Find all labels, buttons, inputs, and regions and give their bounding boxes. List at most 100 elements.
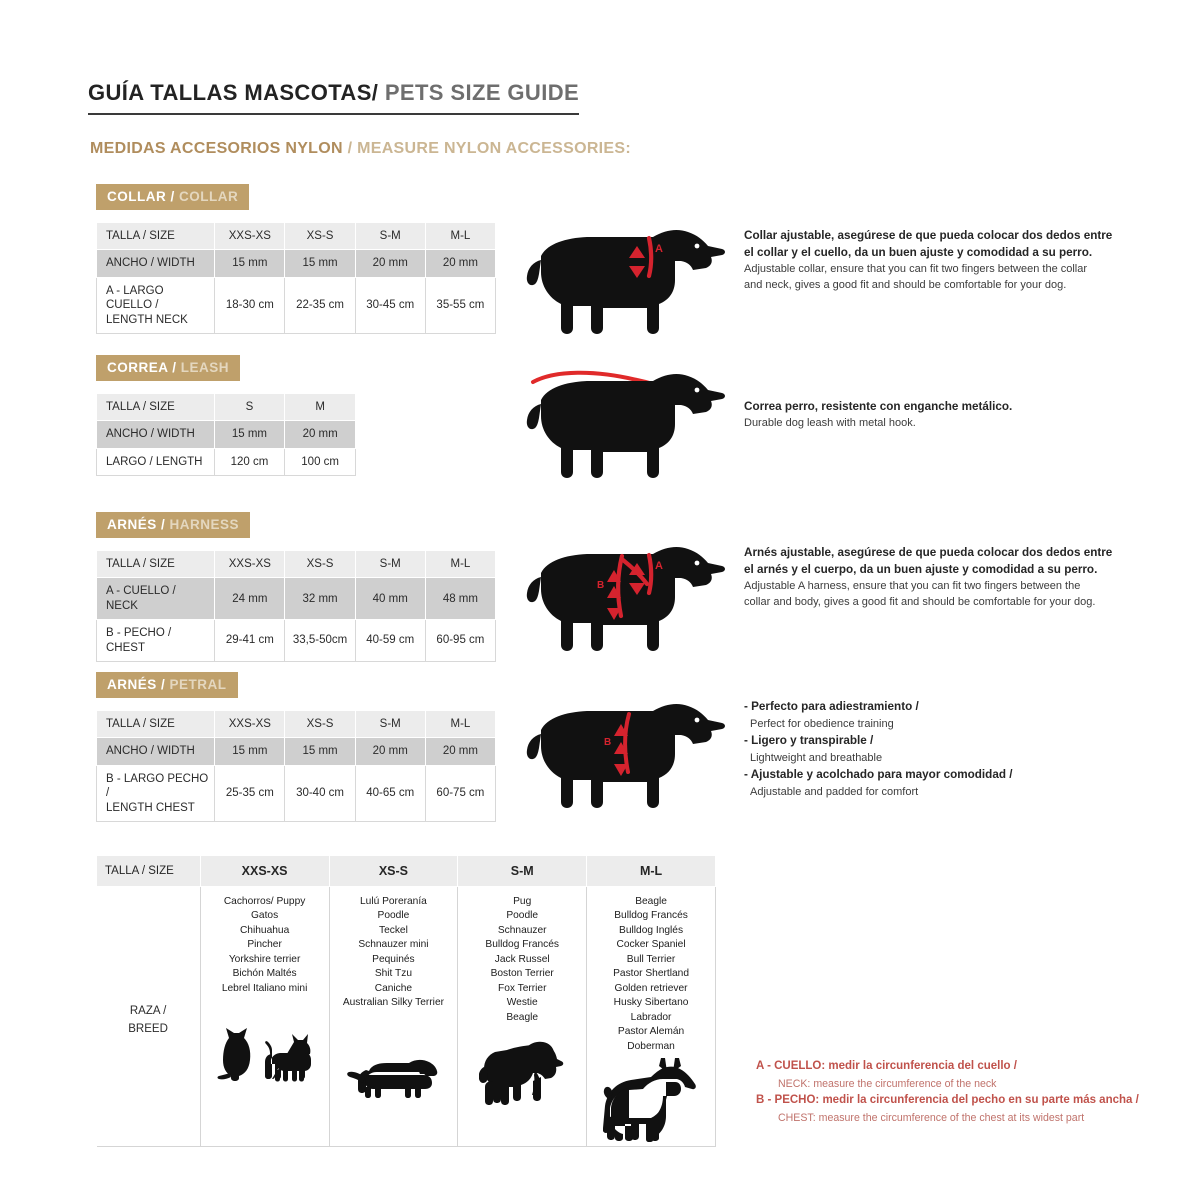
page-subtitle-es: MEDIDAS ACCESORIOS NYLON [90, 140, 343, 157]
cell-value: 15 mm [214, 249, 286, 278]
breed-item: Pincher [247, 939, 282, 951]
dog-illustration-collar: A [525, 216, 735, 346]
col-header-m-l: M-L [424, 709, 497, 739]
breed-item: Poodle [506, 910, 539, 922]
silhouette-group-xxs-xs [203, 996, 327, 1088]
row-label-chest: B - PECHO / CHEST [95, 619, 216, 662]
breed-item: Beagle [506, 1011, 539, 1023]
table-row: LARGO / LENGTH 120 cm 100 cm [96, 447, 356, 477]
dog-illustration-leash [525, 360, 735, 490]
chest-marker-letter: B [597, 580, 604, 591]
col-header-xxs-xs: XXS-XS [214, 221, 286, 251]
cell-value: 33,5-50cm [284, 619, 356, 662]
breed-item: Pastor Alemán [617, 1026, 685, 1038]
col-header-m-l: M-L [424, 549, 497, 579]
cell-value: 120 cm [213, 447, 286, 477]
breed-item: Labrador [630, 1011, 672, 1023]
row-label-width: ANCHO / WIDTH [96, 420, 215, 449]
breed-col-header-m-l: M-L [586, 855, 716, 887]
cell-value: 25-35 cm [214, 764, 286, 822]
section-tag-collar-en: COLLAR [174, 189, 239, 204]
feature-item-en: Adjustable and padded for comfort [750, 785, 919, 798]
table-row: A - CUELLO / NECK 24 mm 32 mm 40 mm 48 m… [95, 577, 497, 621]
table-row: B - PECHO / CHEST 29-41 cm 33,5-50cm 40-… [95, 619, 497, 662]
cell-value: 40 mm [354, 577, 426, 621]
collar-desc-es-line1: Collar ajustable, asegúrese de que pueda… [744, 229, 1113, 242]
chest-marker-letter: B [604, 737, 611, 748]
section-tag-petral: ARNÉS / PETRAL [96, 672, 238, 698]
dog-illustration-harness: A B [525, 528, 735, 663]
section-tag-petral-en: PETRAL [165, 677, 227, 692]
breed-list-m-l: Beagle Bulldog Francés Bulldog Inglés Cocke… [589, 895, 713, 1054]
breed-item: Bulldog Francés [485, 939, 560, 951]
cell-value: 15 mm [213, 420, 286, 449]
measurement-legend: A - CUELLO: medir la circunferencia del … [756, 1058, 1146, 1126]
cat-icon [217, 1028, 250, 1082]
col-header-s-m: S-M [354, 221, 426, 251]
table-row: RAZA / BREED Cachorros/ Puppy Gatos Chihua… [96, 886, 716, 1148]
feature-item-en: Perfect for obedience training [750, 717, 894, 730]
section-tag-harness-es: ARNÉS / [107, 517, 166, 532]
legend-neck-en: NECK: measure the circumference of the n… [778, 1077, 997, 1090]
doberman-icon [603, 1058, 696, 1143]
breed-col-header-xs-s: XS-S [328, 855, 459, 887]
feature-item-es: - Ajustable y acolchado para mayor comod… [744, 768, 1013, 782]
section-tag-leash-en: LEASH [176, 360, 230, 375]
col-header-xs-s: XS-S [284, 709, 356, 739]
breed-item: Cachorros/ Puppy [223, 896, 306, 907]
row-label-width: ANCHO / WIDTH [95, 737, 216, 766]
collar-description: Collar ajustable, asegúrese de que pueda… [744, 228, 1116, 294]
cell-value: 22-35 cm [284, 276, 356, 334]
cell-value: 20 mm [284, 420, 356, 449]
page-title-es: GUÍA TALLAS MASCOTAS/ [88, 80, 379, 105]
cell-value: 20 mm [424, 737, 497, 766]
section-tag-leash-es: CORREA / [107, 360, 177, 375]
breed-cell-xxs-xs: Cachorros/ Puppy Gatos Chihuahua Pincher Yor… [200, 886, 330, 1148]
col-header-xs-s: XS-S [284, 549, 356, 579]
table-row-header: TALLA / SIZE XXS-XS XS-S S-M M-L [95, 221, 497, 251]
breed-list-s-m: Pug Poodle Schnauzer Bulldog Francés Jack Ru… [460, 895, 584, 1025]
cell-value: 29-41 cm [214, 619, 286, 662]
legend-neck-es: A - CUELLO: medir la circunferencia del … [756, 1060, 1017, 1072]
breed-col-header-s-m: S-M [457, 855, 588, 887]
leash-spec-table: TALLA / SIZE S M ANCHO / WIDTH 15 mm 20 … [96, 392, 356, 477]
col-header-xxs-xs: XXS-XS [214, 709, 286, 739]
breed-item: Pastor Shertland [613, 968, 689, 980]
section-tag-harness: ARNÉS / HARNESS [96, 512, 251, 538]
breed-item: Bichón Maltés [232, 968, 297, 980]
table-row-header: TALLA / SIZE XXS-XS XS-S S-M M-L [96, 855, 716, 887]
cell-value: 40-59 cm [354, 619, 426, 662]
breed-item: Australian Silky Terrier [342, 997, 444, 1009]
col-header-m-l: M-L [424, 221, 497, 251]
breed-item: Jack Russel [494, 953, 550, 965]
page-title-en: PETS SIZE GUIDE [378, 80, 580, 105]
feature-item-en: Lightweight and breathable [750, 751, 883, 764]
silhouette-group-xs-s [332, 1011, 456, 1103]
col-header-size: TALLA / SIZE [96, 392, 215, 422]
table-row-header: TALLA / SIZE S M [96, 392, 356, 422]
cell-value: 15 mm [214, 737, 286, 766]
silhouette-group-s-m [460, 1025, 584, 1117]
table-row: ANCHO / WIDTH 15 mm 20 mm [96, 420, 356, 449]
breed-row-label-en: BREED [128, 1022, 168, 1035]
collar-desc-es-line2: el collar y el cuello, da un buen ajuste… [744, 245, 1093, 259]
page-title: GUÍA TALLAS MASCOTAS/ PETS SIZE GUIDE [88, 80, 580, 115]
breed-row-label: RAZA / BREED [96, 886, 201, 1148]
col-header-s-m: S-M [354, 549, 426, 579]
breed-item: Boston Terrier [490, 968, 554, 980]
section-tag-petral-es: ARNÉS / [107, 677, 166, 692]
breed-size-table: TALLA / SIZE XXS-XS XS-S S-M M-L RAZA / … [96, 855, 716, 1148]
dachshund-icon [347, 1059, 438, 1098]
cell-value: 60-75 cm [424, 764, 497, 822]
col-header-size: TALLA / SIZE [95, 221, 216, 251]
breed-item: Poodle [377, 910, 410, 922]
breed-item: Pug [513, 896, 532, 907]
harness-desc-es-line2: el arnés y el cuerpo, da un buen ajuste … [744, 562, 1098, 576]
section-tag-harness-en: HARNESS [165, 517, 240, 532]
breed-row-label-es: RAZA / [129, 1005, 167, 1018]
col-header-s-m: S-M [354, 709, 426, 739]
breed-item: Cocker Spaniel [616, 939, 686, 951]
section-tag-collar-es: COLLAR / [107, 189, 175, 204]
table-row: ANCHO / WIDTH 15 mm 15 mm 20 mm 20 mm [95, 249, 497, 278]
col-header-s: S [213, 392, 286, 422]
